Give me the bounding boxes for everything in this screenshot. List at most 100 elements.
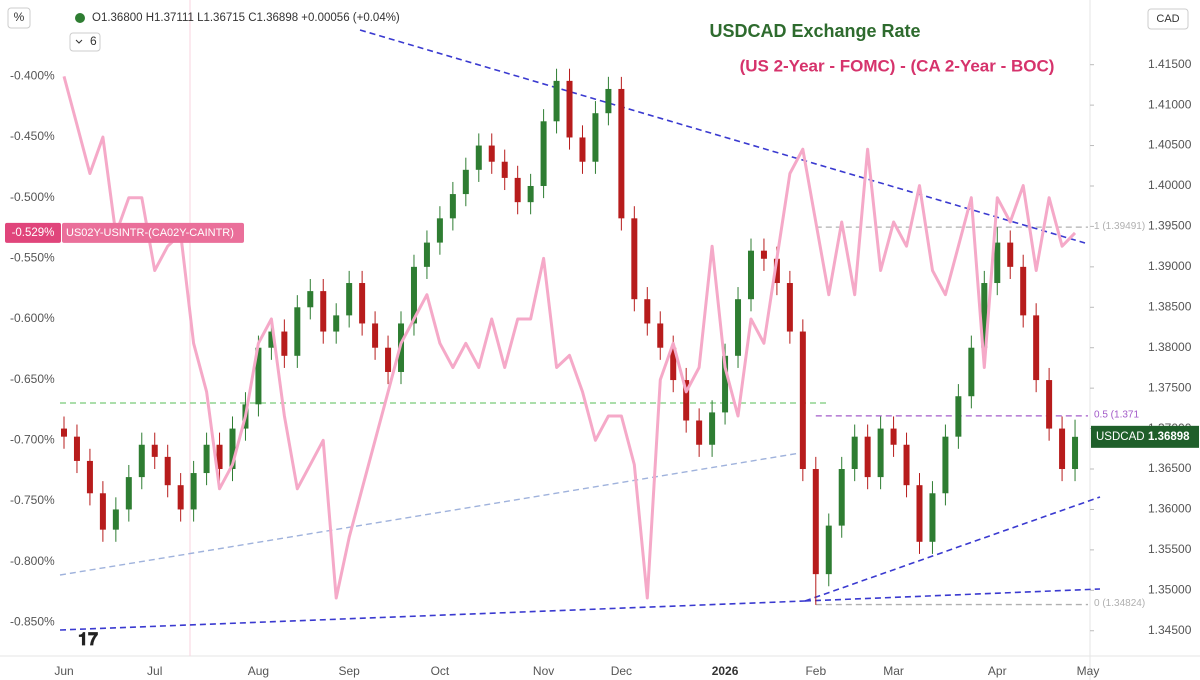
y2-tick-label: 1.40500 <box>1148 138 1192 152</box>
candle-body <box>942 436 949 494</box>
candle-body <box>890 428 897 445</box>
x-tick-label: Nov <box>533 664 554 678</box>
y-tick-label: -0.450% <box>10 129 55 143</box>
candle-body <box>151 444 158 457</box>
x-tick-label: Jul <box>147 664 162 678</box>
candle-body <box>981 283 988 348</box>
candle-body <box>1033 315 1040 381</box>
y-tick-label: -0.400% <box>10 69 55 83</box>
candle-body <box>216 444 223 470</box>
candle-body <box>294 307 301 356</box>
candle-body <box>799 331 806 470</box>
trendline <box>804 496 1101 602</box>
candle-body <box>99 493 106 530</box>
y-tick-label: -0.850% <box>10 614 55 628</box>
candle-body <box>255 347 262 405</box>
candle-body <box>229 428 236 470</box>
candle-body <box>657 323 664 348</box>
candle-body <box>359 283 366 324</box>
candle-body <box>968 347 975 397</box>
candle-body <box>1059 428 1066 470</box>
value-label: -0.529% <box>12 227 55 239</box>
x-tick-label: Dec <box>611 664 632 678</box>
y2-tick-label: 1.41500 <box>1148 57 1192 71</box>
candle-body <box>877 428 884 478</box>
candle-body <box>1072 436 1079 470</box>
candle-body <box>346 283 353 316</box>
candle-body <box>644 299 651 324</box>
candle-body <box>955 396 962 437</box>
price-label-name: USDCAD <box>1096 431 1145 443</box>
y2-tick-label: 1.38500 <box>1148 299 1192 313</box>
value-label-box <box>5 222 61 243</box>
candle-body <box>475 145 482 170</box>
candle-body <box>605 88 612 114</box>
candle-body <box>579 137 586 162</box>
y2-tick-label: 1.40000 <box>1148 178 1192 192</box>
candle-body <box>307 291 314 308</box>
x-tick-label: Feb <box>805 664 826 678</box>
candle-body <box>722 355 729 413</box>
y2-tick-label: 1.38000 <box>1148 340 1192 354</box>
candle-body <box>203 444 210 474</box>
y2-tick-label: 1.39500 <box>1148 219 1192 233</box>
candle-body <box>1007 242 1014 267</box>
candle-body <box>164 456 171 486</box>
candle-body <box>125 477 132 510</box>
indicators-toggle[interactable] <box>69 32 101 52</box>
candle-body <box>735 299 742 356</box>
candle-body <box>631 218 638 300</box>
candle-body <box>410 266 417 324</box>
candle-body <box>73 436 80 461</box>
price-label-value: 1.36898 <box>1148 431 1190 443</box>
candle-body <box>760 250 767 259</box>
candle-body <box>423 242 430 267</box>
y2-tick-label: 1.34500 <box>1148 623 1192 637</box>
candle-body <box>333 315 340 332</box>
candle-body <box>268 331 275 348</box>
series-name: US02Y-USINTR-(CA02Y-CAINTR) <box>66 227 234 239</box>
y-tick-label: -0.500% <box>10 190 55 204</box>
price-label-box <box>1091 425 1199 448</box>
candle-body <box>462 169 469 195</box>
fib-label: 0 (1.34824) <box>1094 598 1145 609</box>
scale-button[interactable] <box>7 7 31 29</box>
fib-label: 0.5 (1.371 <box>1094 409 1139 420</box>
candle-body <box>177 485 184 510</box>
candle-body <box>566 80 573 138</box>
candle-body <box>320 291 327 332</box>
currency-label: CAD <box>1156 13 1179 25</box>
x-tick-label: Mar <box>883 664 904 678</box>
candle-body <box>786 283 793 332</box>
x-tick-label: 2026 <box>712 664 739 678</box>
candle-body <box>773 258 780 284</box>
y2-tick-label: 1.39000 <box>1148 259 1192 273</box>
candle-body <box>747 250 754 300</box>
y2-tick-label: 1.37500 <box>1148 380 1192 394</box>
indicator-count: 6 <box>90 34 97 48</box>
candle-body <box>372 323 379 348</box>
x-tick-label: Sep <box>338 664 360 678</box>
fib-label: 1 (1.39491) <box>1094 221 1145 232</box>
candle-body <box>86 460 93 494</box>
trendline <box>59 452 801 576</box>
candle-body <box>501 161 508 178</box>
y2-tick-label: 1.36000 <box>1148 502 1192 516</box>
candle-body <box>527 185 534 203</box>
candle-body <box>903 444 910 486</box>
y2-tick-label: 1.36500 <box>1148 461 1192 475</box>
scale-label: % <box>14 10 25 24</box>
y2-tick-label: 1.35000 <box>1148 582 1192 596</box>
y-tick-label: -0.650% <box>10 372 55 386</box>
x-tick-label: Aug <box>248 664 269 678</box>
trendline <box>59 600 806 631</box>
candle-body <box>851 436 858 470</box>
candle-body <box>61 428 67 437</box>
candle-body <box>449 194 456 219</box>
candle-body <box>825 525 832 575</box>
candle-body <box>592 113 599 162</box>
candle-body <box>1046 380 1053 429</box>
currency-button[interactable] <box>1147 8 1189 30</box>
logo: 𝟏𝟕 <box>78 629 98 649</box>
